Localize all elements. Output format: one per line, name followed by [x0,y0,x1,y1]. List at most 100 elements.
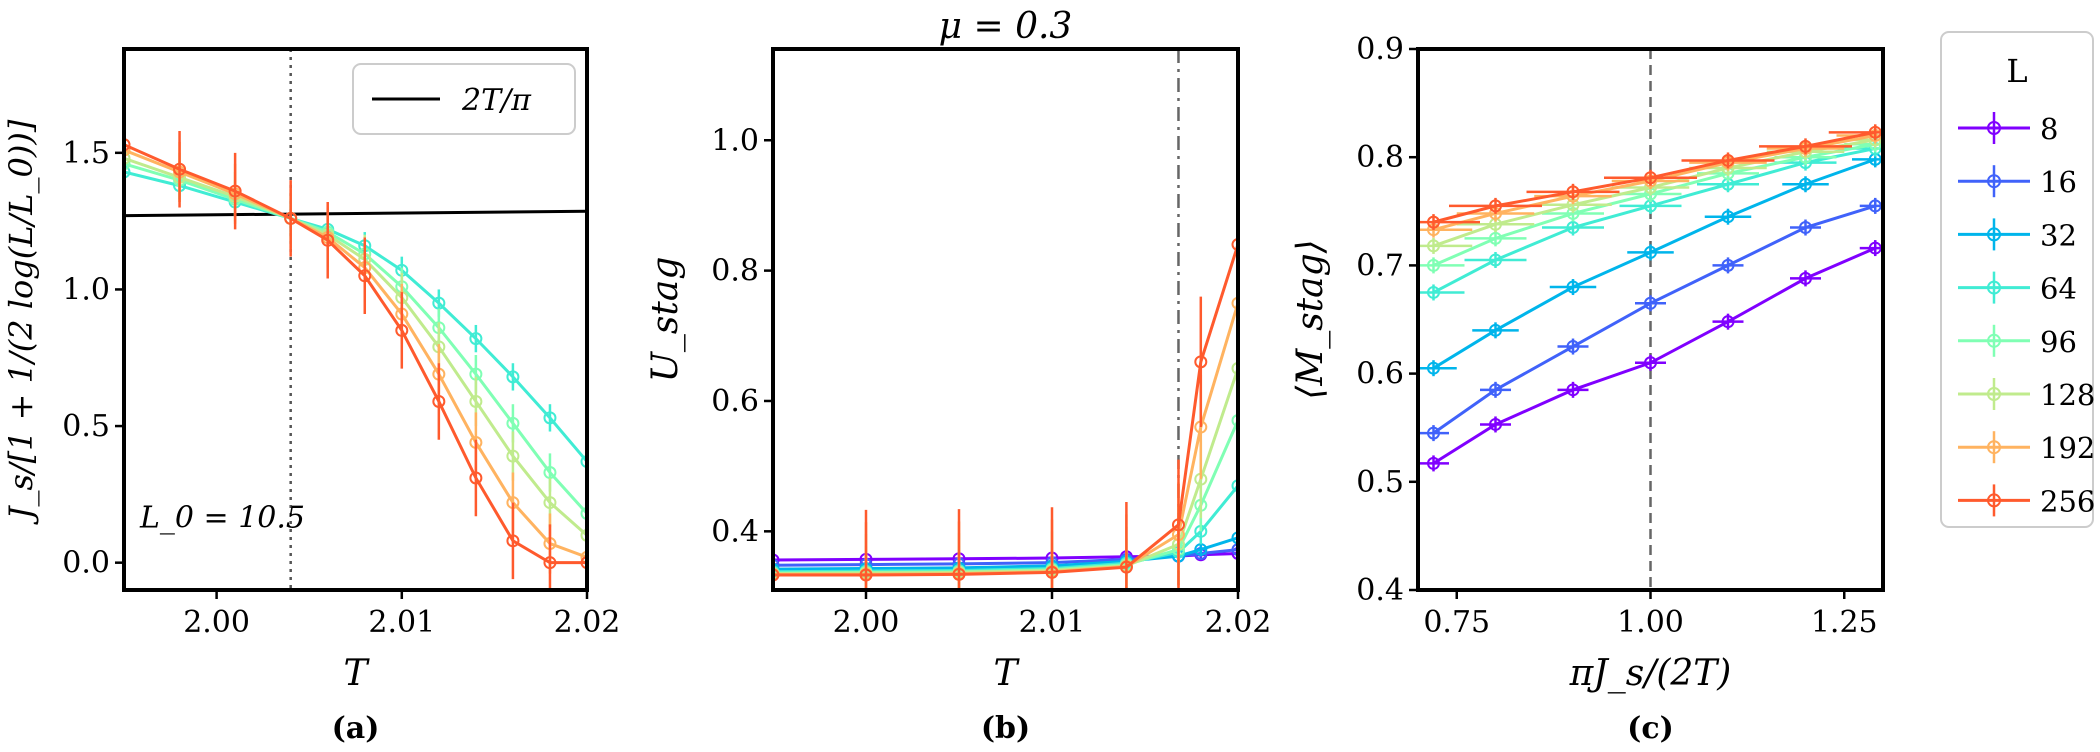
data-point [1566,221,1580,235]
data-point [1868,199,1882,213]
data-point [228,184,242,198]
y-tick-label: 0.7 [1356,248,1404,283]
plot-area [1418,49,1883,590]
legend-marker [1987,493,2001,508]
x-tick-label: 1.25 [1811,605,1878,640]
data-point [1799,177,1812,191]
panel-label: (c) [1627,711,1674,746]
data-point [1194,355,1208,369]
data-point [1489,383,1502,397]
axes-frame [122,47,589,592]
data-point [469,394,483,408]
legend-title: L [2006,52,2027,90]
data-point [1644,356,1657,370]
legend-label: 8 [2040,112,2058,146]
legend-label: 192 [2040,431,2095,465]
data-point [506,370,520,384]
data-point [432,394,446,408]
legend-L: L8 16 32 64 96 128 192 256 [1940,31,2095,528]
series-L8 [1418,240,1883,472]
data-point [1427,215,1440,229]
series-line-L256 [124,143,587,565]
data-point [580,455,587,469]
legend-marker [1987,280,2001,295]
x-axis-label: T [343,653,370,694]
data-point [1644,245,1657,259]
y-tick-label: 0.4 [1356,573,1404,608]
data-point [1231,543,1238,557]
data-point [1231,531,1238,545]
y-axis-label: J_s/[1 + 1/(2 log(L/L_0))] [2,119,40,525]
legend-label: 256 [2040,484,2095,518]
data-point [1231,296,1238,310]
data-point [1231,547,1238,560]
y-tick-label: 0.8 [711,254,759,289]
data-point [773,553,780,567]
series-L256 [124,106,587,590]
series-L128 [124,133,587,560]
data-point [124,138,131,152]
y-tick-label: 0.6 [711,384,759,419]
series-line-L32 [773,536,1238,571]
data-point [1721,210,1735,224]
series-line-L192 [124,148,587,559]
x-tick-label: 2.00 [833,605,900,640]
data-point [124,143,131,157]
legend-label: 32 [2040,218,2077,252]
data-point [1427,456,1440,470]
data-point [124,165,131,179]
data-point [580,528,587,542]
legend-marker [1987,333,2001,348]
data-point [124,157,131,171]
data-point [124,151,131,165]
data-point [1427,361,1440,375]
data-point [1566,185,1580,199]
y-tick-label: 0.4 [711,514,759,549]
data-point [1489,199,1502,213]
annotation-L0: L_0 = 10.5 [139,500,305,535]
data-point [1171,518,1185,532]
data-point [321,233,335,247]
y-tick-label: 0.5 [62,409,110,444]
data-point [1799,271,1812,285]
series-L64 [124,158,587,476]
panel-a: 2.00 2.01 2.02 0.0 0.5 1.0 1.5 T J_s/[1 + 1/(2 l… [2,47,621,746]
data-point [506,534,520,548]
series-line-L128 [124,156,587,537]
y-tick-label: 0.5 [1356,465,1404,500]
data-point [1566,280,1580,294]
data-point [1427,258,1440,272]
data-point [469,332,483,346]
data-point [506,416,520,430]
data-point [1721,153,1735,167]
reference-line-2T-over-pi [124,209,587,218]
data-point [173,162,187,176]
y-tick-label: 1.5 [62,136,110,171]
legend-a: 2T/π [352,63,576,135]
data-point [1427,426,1440,440]
data-point [952,567,966,581]
x-tick-label: 2.02 [554,605,621,640]
legend-marker [1987,174,2001,189]
data-point [1799,221,1812,235]
legend-box [352,63,576,135]
legend-label: 96 [2040,325,2077,359]
legend-marker [1987,121,2001,135]
panel-label: (a) [332,711,380,746]
y-tick-label: 0.9 [1356,32,1404,67]
data-point [543,411,557,425]
data-point [1868,125,1882,139]
data-point [543,556,557,570]
x-tick-label: 1.00 [1617,605,1684,640]
x-axis-label: πJ_s/(2T) [1569,653,1732,694]
y-tick-label: 0.0 [62,546,110,581]
y-axis-label: ⟨M_stag⟩ [1290,239,1331,399]
data-point [1119,560,1133,574]
data-point [1868,241,1882,255]
data-point [1799,139,1812,153]
series-line-L128 [773,367,1238,576]
legend-label: 128 [2040,378,2095,412]
y-axis-label: U_stag [645,257,686,383]
panel-c: 0.75 1.00 1.25 0.4 0.5 0.6 0.7 0.8 0.9 πJ_s/(2T) ⟨… [1290,32,1885,746]
